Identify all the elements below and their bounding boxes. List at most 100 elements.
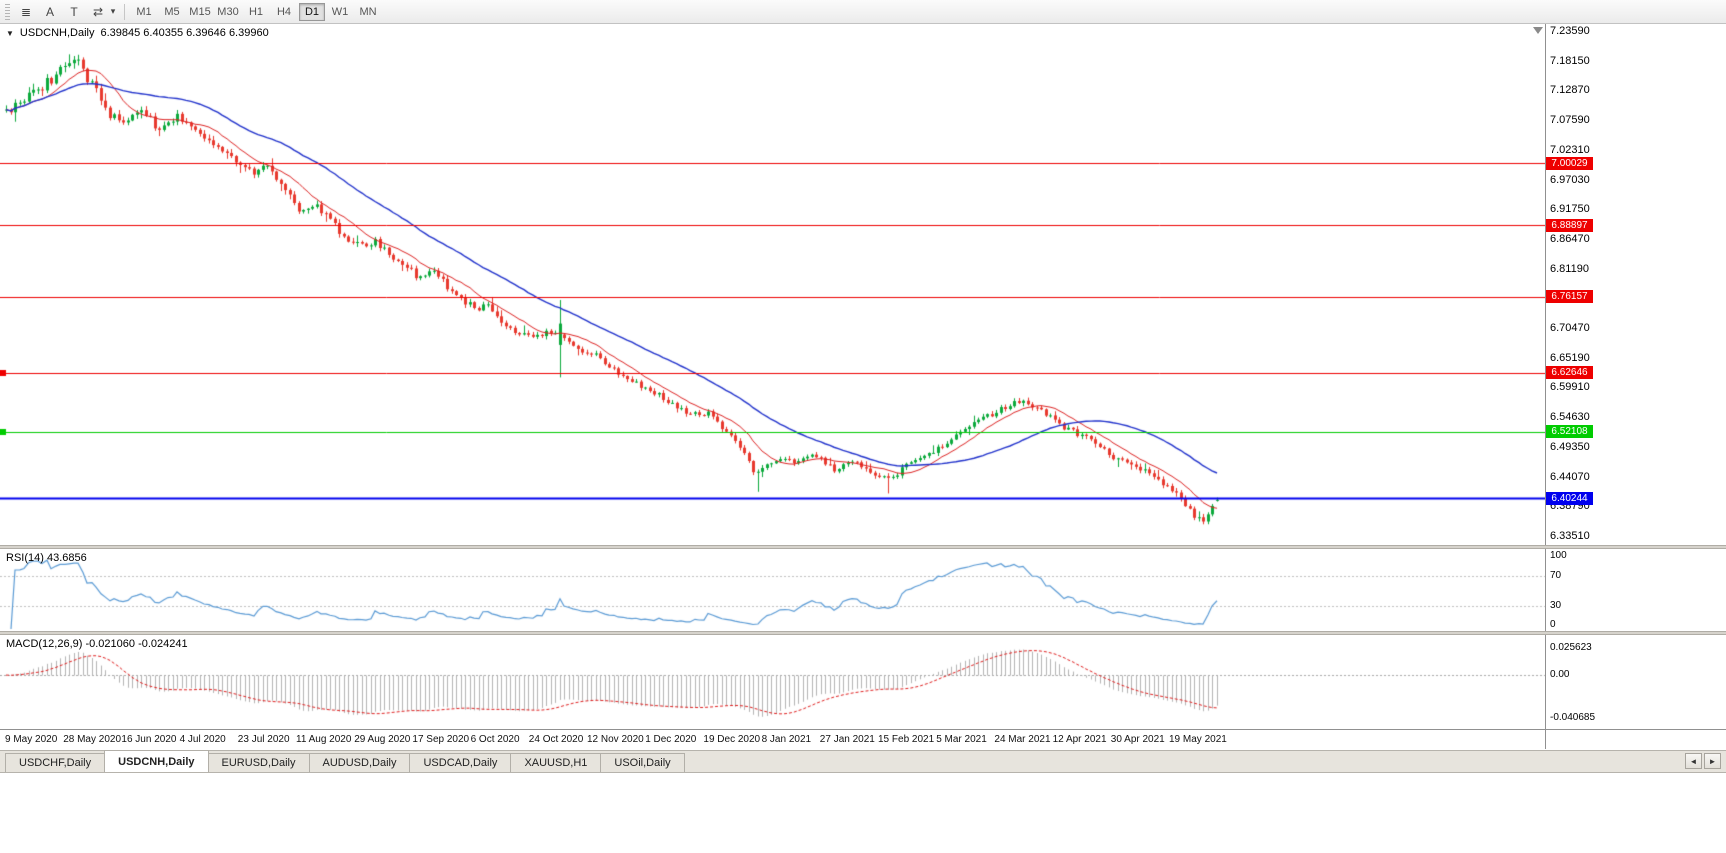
time-axis-label: 19 May 2021 bbox=[1169, 734, 1227, 745]
tab-usdcad-daily[interactable]: USDCAD,Daily bbox=[409, 753, 512, 772]
rsi-indicator-label: RSI(14) 43.6856 bbox=[6, 552, 87, 564]
timeframe-button-m5[interactable]: M5 bbox=[164, 5, 180, 18]
time-axis-label: 8 Jan 2021 bbox=[761, 734, 812, 745]
timeframe-button-h4[interactable]: H4 bbox=[276, 5, 292, 18]
price-line-tag: 7.00029 bbox=[1546, 157, 1593, 170]
price-axis-label: 6.81190 bbox=[1550, 262, 1589, 275]
tab-eurusd-daily[interactable]: EURUSD,Daily bbox=[207, 753, 310, 772]
rsi-panel: RSI(14) 43.6856 100 70 30 0 bbox=[0, 549, 1726, 631]
price-axis-label: 6.97030 bbox=[1550, 173, 1590, 186]
macd-canvas[interactable] bbox=[0, 635, 1546, 729]
macd-axis-label: -0.040685 bbox=[1550, 712, 1596, 723]
cycle-symbols-icon[interactable]: ⇄ bbox=[92, 4, 104, 19]
rsi-canvas[interactable] bbox=[0, 549, 1546, 631]
price-axis[interactable]: 7.23590 7.18150 7.12870 7.07590 7.02310 6.970… bbox=[1546, 24, 1726, 545]
time-axis-label: 24 Mar 2021 bbox=[994, 734, 1051, 745]
price-axis-label: 7.12870 bbox=[1550, 84, 1590, 97]
price-axis-label: 6.54630 bbox=[1550, 411, 1590, 424]
time-axis-label: 9 May 2020 bbox=[5, 734, 58, 745]
tab-scroll-left-button[interactable]: ◄ bbox=[1685, 753, 1702, 769]
timeframe-buttons-group: M1 M5 M15 M30 H1 H4 D1 W1 MN bbox=[130, 0, 382, 23]
price-axis-label: 7.18150 bbox=[1550, 54, 1590, 67]
time-axis-label: 11 Aug 2020 bbox=[296, 734, 352, 745]
rsi-axis-label: 0 bbox=[1550, 619, 1556, 630]
timeframe-button-d1[interactable]: D1 bbox=[299, 2, 325, 21]
panel-splitter-2[interactable] bbox=[0, 631, 1726, 635]
price-axis-label: 6.59910 bbox=[1550, 381, 1590, 394]
macd-axis-label: 0.00 bbox=[1550, 669, 1570, 681]
macd-panel: MACD(12,26,9) -0.021060 -0.024241 0.0256… bbox=[0, 635, 1726, 729]
tab-usoil-daily[interactable]: USOil,Daily bbox=[600, 753, 685, 772]
time-axis-label: 4 Jul 2020 bbox=[179, 734, 226, 745]
rsi-axis-label: 70 bbox=[1550, 569, 1562, 581]
chart-title: ▼ USDCNH,Daily 6.39845 6.40355 6.39646 6… bbox=[6, 27, 269, 39]
time-axis-label: 17 Sep 2020 bbox=[412, 734, 470, 745]
rsi-axis-label: 100 bbox=[1550, 550, 1567, 561]
chart-symbol-label: USDCNH,Daily bbox=[19, 27, 95, 39]
price-axis-label: 6.49350 bbox=[1550, 440, 1590, 453]
price-axis-label: 6.91750 bbox=[1550, 203, 1590, 216]
time-axis-label: 27 Jan 2021 bbox=[819, 734, 875, 745]
toolbar: ≣ A T ⇄ ▾ M1 M5 M15 M30 H1 H4 D1 W1 MN bbox=[0, 0, 1726, 24]
macd-axis-label: 0.025623 bbox=[1550, 642, 1592, 653]
price-axis-label: 7.23590 bbox=[1550, 25, 1590, 37]
rsi-axis-label: 30 bbox=[1550, 600, 1562, 612]
annotation-a-icon[interactable]: A bbox=[45, 4, 54, 19]
time-axis-label: 30 Apr 2021 bbox=[1110, 734, 1165, 745]
price-axis-label: 7.02310 bbox=[1550, 143, 1590, 156]
timeframe-button-mn[interactable]: MN bbox=[359, 5, 377, 18]
macd-axis[interactable]: 0.025623 0.00 -0.040685 bbox=[1546, 635, 1726, 729]
price-axis-label: 6.65190 bbox=[1550, 351, 1590, 364]
tab-usdchf-daily[interactable]: USDCHF,Daily bbox=[5, 753, 106, 772]
price-line-tag: 6.62646 bbox=[1546, 366, 1593, 379]
price-axis-label: 6.86470 bbox=[1550, 232, 1590, 245]
timeframe-button-h1[interactable]: H1 bbox=[248, 5, 264, 18]
chart-list-icon[interactable]: ≣ bbox=[20, 4, 32, 19]
tab-scroll-right-button[interactable]: ► bbox=[1704, 753, 1721, 769]
axis-separator bbox=[1545, 24, 1546, 749]
time-axis[interactable]: 9 May 2020 28 May 2020 16 Jun 2020 4 Jul 20… bbox=[0, 729, 1726, 750]
rsi-axis[interactable]: 100 70 30 0 bbox=[1546, 549, 1726, 631]
tabs-container: USDCHF,Daily USDCNH,Daily EURUSD,Daily AUDU… bbox=[5, 750, 685, 772]
time-axis-label: 16 Jun 2020 bbox=[121, 734, 177, 745]
timeframe-button-m15[interactable]: M15 bbox=[189, 5, 211, 18]
macd-indicator-label: MACD(12,26,9) -0.021060 -0.024241 bbox=[6, 638, 188, 650]
price-axis-label: 7.07590 bbox=[1550, 114, 1590, 127]
one-click-trading-icon[interactable]: ▼ bbox=[6, 28, 14, 38]
timeframe-button-m1[interactable]: M1 bbox=[136, 5, 152, 18]
chart-ohlc-values: 6.39845 6.40355 6.39646 6.39960 bbox=[100, 27, 269, 39]
time-axis-label: 28 May 2020 bbox=[63, 734, 122, 745]
time-axis-label: 12 Nov 2020 bbox=[587, 734, 644, 745]
chart-tab-bar: USDCHF,Daily USDCNH,Daily EURUSD,Daily AUDU… bbox=[0, 750, 1726, 773]
tab-audusd-daily[interactable]: AUDUSD,Daily bbox=[308, 753, 411, 772]
chart-shift-marker[interactable] bbox=[1533, 27, 1543, 34]
tab-scroll-buttons: ◄ ► bbox=[1685, 753, 1721, 769]
toolbar-grip[interactable] bbox=[5, 3, 10, 20]
time-axis-label: 6 Oct 2020 bbox=[470, 734, 520, 745]
price-line-tag: 6.40244 bbox=[1546, 492, 1593, 505]
text-label-icon[interactable]: T bbox=[70, 4, 78, 19]
panel-splitter[interactable] bbox=[0, 545, 1726, 549]
tab-usdcnh-daily[interactable]: USDCNH,Daily bbox=[104, 750, 209, 772]
time-axis-label: 5 Mar 2021 bbox=[936, 734, 987, 745]
time-axis-label: 19 Dec 2020 bbox=[703, 734, 761, 745]
price-line-tag: 6.76157 bbox=[1546, 290, 1593, 303]
time-axis-label: 12 Apr 2021 bbox=[1052, 734, 1107, 745]
price-axis-label: 6.44070 bbox=[1550, 470, 1590, 483]
toolbar-icons-group: ≣ A T ⇄ ▾ bbox=[14, 0, 119, 23]
toolbar-dropdown-icon[interactable]: ▾ bbox=[110, 6, 116, 16]
price-axis-label: 6.70470 bbox=[1550, 322, 1590, 335]
price-line-tag: 6.52108 bbox=[1546, 425, 1593, 438]
price-axis-label: 6.33510 bbox=[1550, 530, 1590, 542]
time-axis-label: 15 Feb 2021 bbox=[878, 734, 935, 745]
timeframe-button-m30[interactable]: M30 bbox=[217, 5, 239, 18]
time-axis-label: 29 Aug 2020 bbox=[354, 734, 411, 745]
timeframe-button-w1[interactable]: W1 bbox=[331, 5, 349, 18]
price-line-tag: 6.88897 bbox=[1546, 219, 1593, 232]
price-chart-panel: ▼ USDCNH,Daily 6.39845 6.40355 6.39646 6… bbox=[0, 24, 1726, 545]
toolbar-separator bbox=[124, 3, 125, 20]
tab-xauusd-h1[interactable]: XAUUSD,H1 bbox=[510, 753, 602, 772]
time-axis-label: 1 Dec 2020 bbox=[645, 734, 697, 745]
price-chart-canvas[interactable] bbox=[0, 24, 1546, 545]
